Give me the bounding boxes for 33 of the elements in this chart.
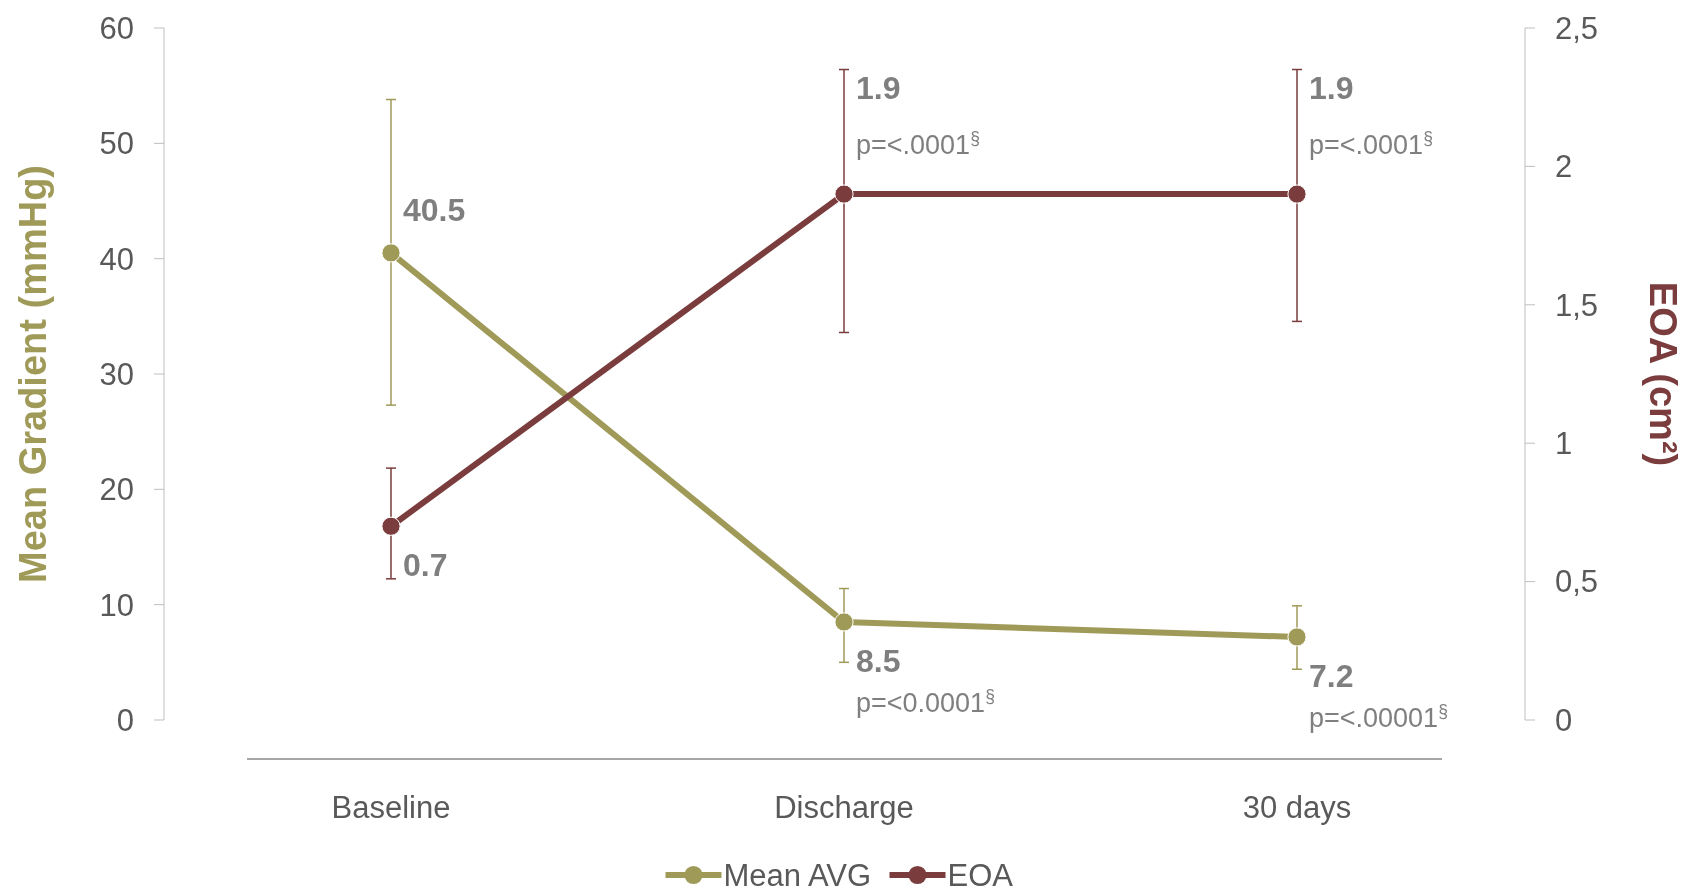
y-tick-label: 40: [99, 241, 134, 277]
y-tick-label: 60: [99, 10, 134, 46]
data-label: 1.9: [856, 70, 901, 107]
data-label: 1.9: [1309, 70, 1354, 107]
y-tick-label: 10: [99, 587, 134, 623]
y-tick-label: 20: [99, 472, 134, 508]
data-label: 40.5: [403, 191, 466, 228]
point: [381, 243, 401, 263]
y2-tick-label: 1: [1555, 426, 1573, 462]
point: [834, 612, 854, 632]
x-tick-label: 30 days: [1242, 790, 1352, 825]
y2-tick-label: 0,5: [1555, 564, 1599, 600]
legend-label: EOA: [947, 857, 1014, 893]
y-tick-label: 50: [99, 126, 134, 162]
y2-tick-label: 0: [1555, 702, 1573, 738]
y2-tick-label: 2: [1555, 149, 1573, 185]
y-tick-label: 0: [116, 702, 134, 738]
point: [1287, 627, 1307, 647]
annotation: p=<.0001$^{§}$: [856, 128, 980, 161]
y-axis-title: Mean Gradient (mmHg): [12, 164, 54, 584]
y-tick-label: 30: [99, 356, 134, 392]
x-tick-label: Discharge: [774, 790, 914, 825]
y2-tick-label: 1,5: [1555, 287, 1599, 323]
annotation: p=<.00001$^{§}$: [1309, 700, 1448, 733]
data-label: 0.7: [403, 547, 448, 584]
annotation: p=<.0001$^{§}$: [1309, 128, 1433, 161]
annotation: p=<0.0001$^{§}$: [856, 685, 995, 718]
y2-axis-title: EOA (cm²): [1642, 281, 1681, 467]
legend-label: Mean AVG: [723, 857, 872, 893]
data-label: 8.5: [856, 642, 901, 679]
x-tick-label: Baseline: [331, 790, 451, 825]
data-label: 7.2: [1309, 657, 1354, 694]
y2-tick-label: 2,5: [1555, 10, 1599, 46]
